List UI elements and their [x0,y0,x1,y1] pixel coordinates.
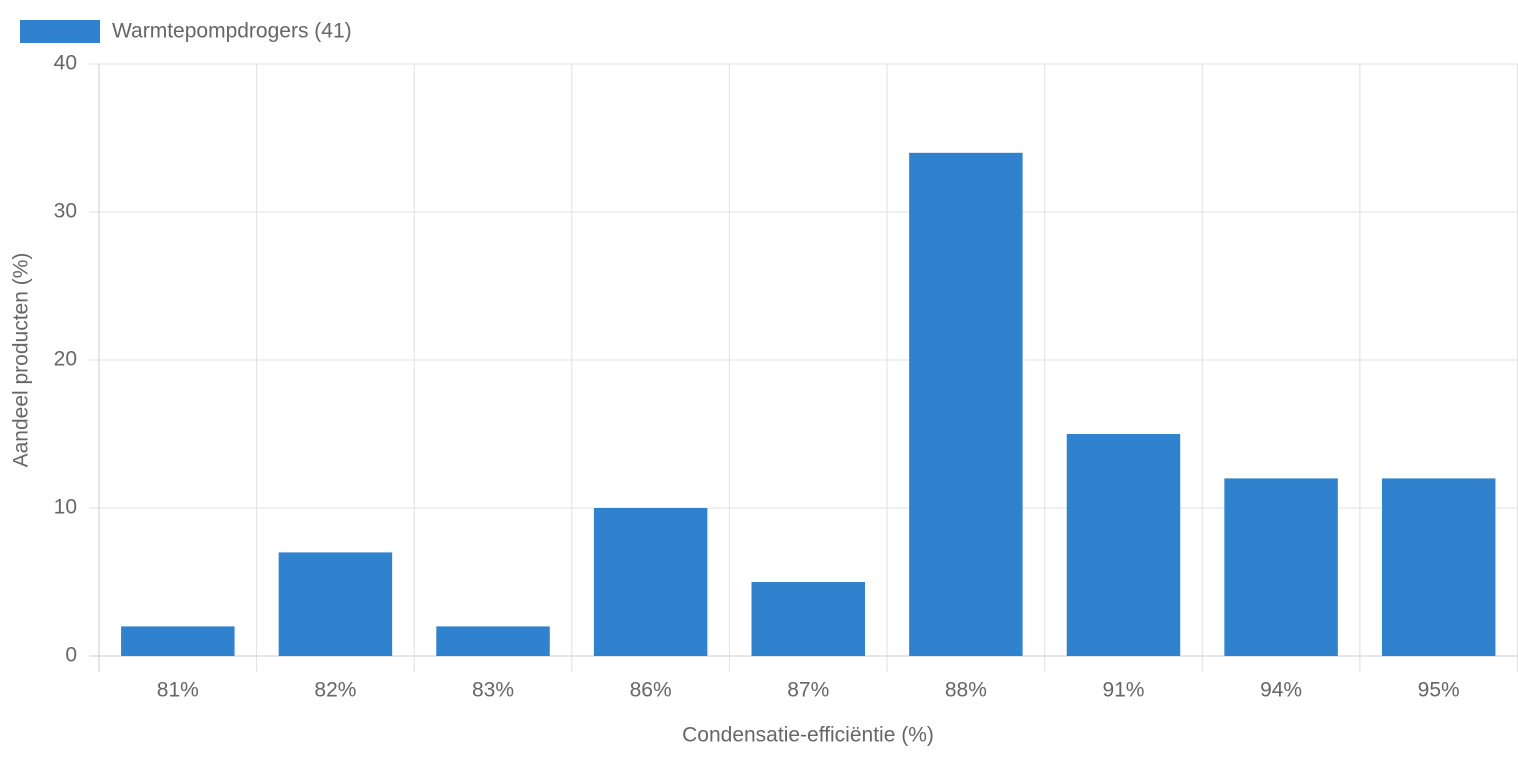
bar [1224,478,1338,656]
bar [751,582,865,656]
bar [121,626,235,656]
x-tick-label: 81% [157,679,199,702]
bar [1381,478,1496,656]
bar [1066,434,1181,656]
bar [436,626,550,656]
x-tick-label: 88% [945,679,987,702]
x-tick-label: 91% [1102,679,1144,702]
x-axis-title: Condensatie-efficiëntie (%) [682,724,934,747]
legend-label: Warmtepompdrogers (41) [112,20,352,43]
bar [593,508,708,656]
x-tick-label: 94% [1260,679,1302,702]
bar [278,552,393,656]
x-tick-label: 95% [1418,679,1460,702]
y-tick-label: 10 [54,496,77,519]
y-axis-title: Aandeel producten (%) [10,253,33,468]
y-tick-label: 40 [54,52,77,75]
legend-swatch [20,20,100,43]
x-tick-label: 82% [314,679,356,702]
bar [909,152,1023,657]
x-tick-label: 87% [787,679,829,702]
y-tick-label: 0 [65,644,77,667]
x-tick-label: 86% [630,679,672,702]
y-tick-label: 30 [54,200,77,223]
x-tick-label: 83% [472,679,514,702]
y-tick-label: 20 [54,348,77,371]
